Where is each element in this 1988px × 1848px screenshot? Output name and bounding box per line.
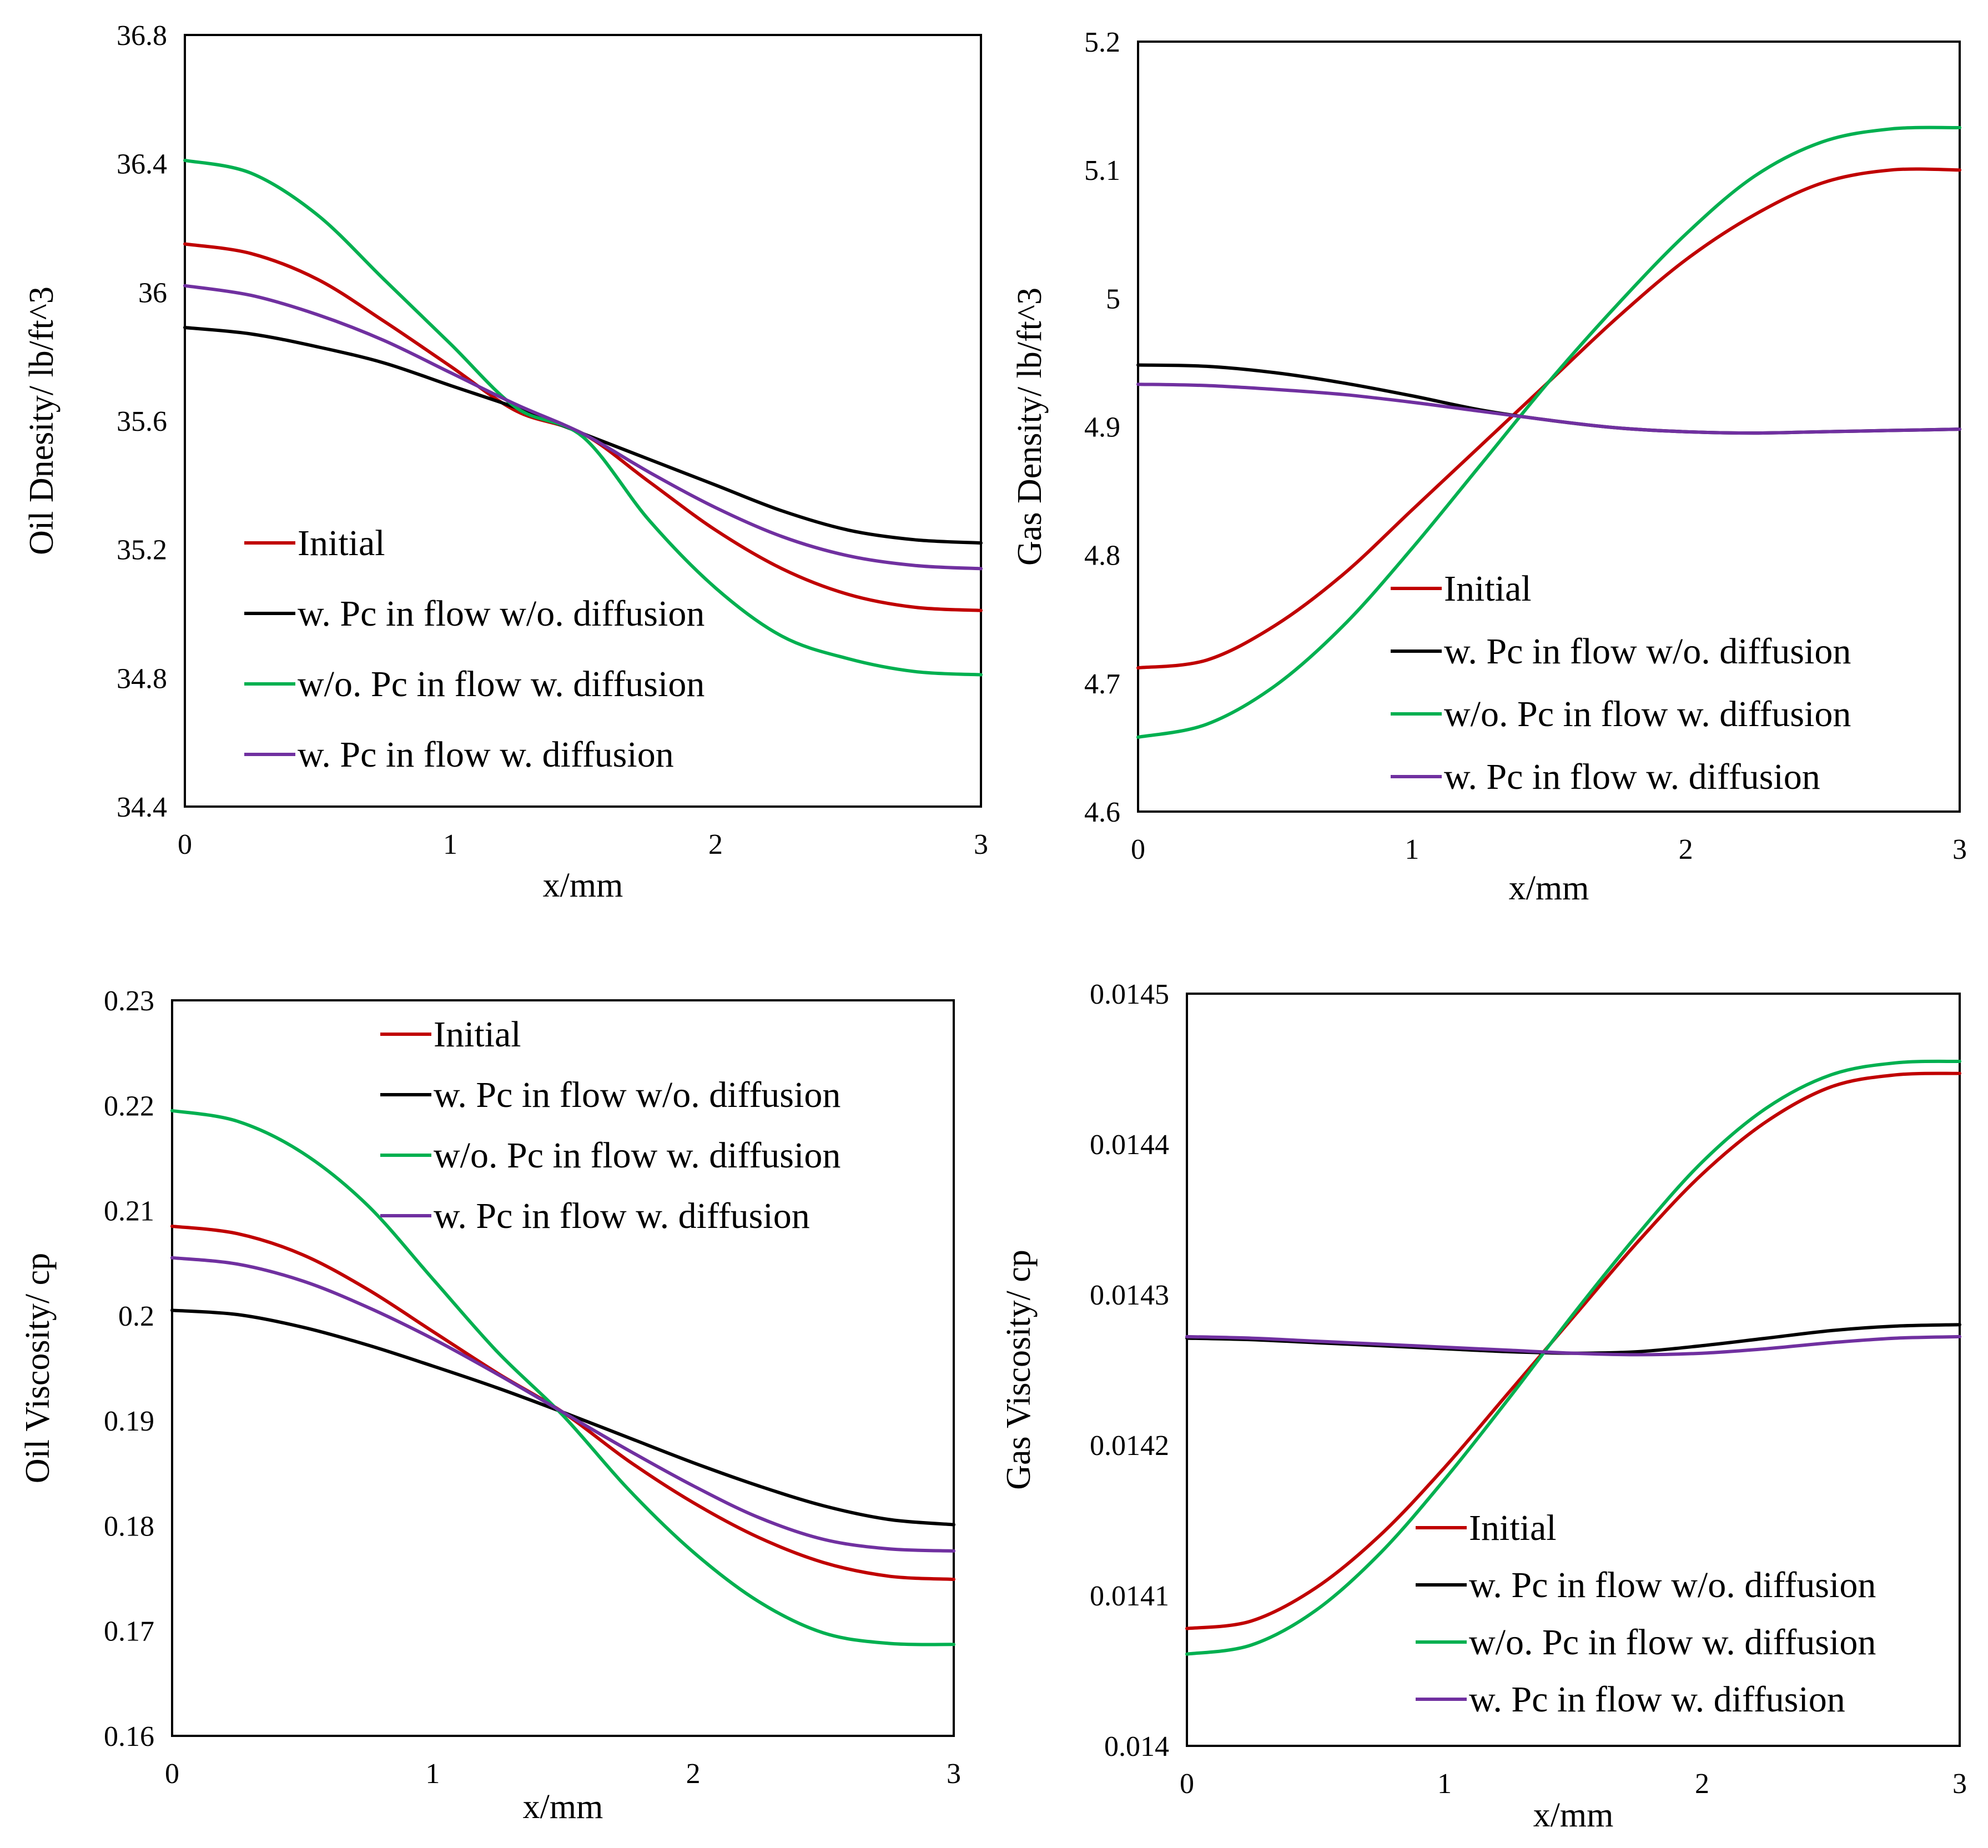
y-tick-label: 5.2	[1084, 27, 1120, 58]
y-tick-label: 0.0144	[1090, 1129, 1169, 1161]
x-tick-label: 3	[1952, 834, 1967, 865]
legend-entry: w. Pc in flow w/o. diffusion	[298, 593, 704, 634]
y-tick-label: 34.8	[117, 663, 167, 694]
legend-entry: w/o. Pc in flow w. diffusion	[434, 1135, 841, 1176]
chart-gas-density: 4.6 4.7 4.8 4.9 5 5.1 5.2 0 1 2 3 x/mm Gas Density/ …	[1011, 27, 1967, 907]
series-line-2	[1185, 1059, 1961, 1656]
y-tick-label: 0.18	[104, 1510, 154, 1542]
legend-entry: w. Pc in flow w. diffusion	[434, 1196, 810, 1236]
x-tick-label: 2	[1679, 834, 1693, 865]
x-axis-label: x/mm	[543, 867, 623, 904]
y-tick-label: 0.2	[118, 1301, 154, 1332]
series-line-0	[1185, 1071, 1961, 1630]
y-tick-label: 4.7	[1084, 668, 1120, 700]
x-tick-label: 1	[1405, 834, 1419, 865]
y-tick-label: 0.17	[104, 1616, 154, 1648]
x-tick-label: 3	[974, 829, 988, 860]
x-tick-label: 3	[1952, 1768, 1967, 1800]
x-tick-label: 2	[1695, 1768, 1709, 1800]
y-tick-label: 0.0145	[1090, 979, 1169, 1010]
legend-entry: w. Pc in flow w. diffusion	[1444, 757, 1820, 797]
y-tick-label: 5.1	[1084, 155, 1120, 187]
y-tick-label: 0.0142	[1090, 1430, 1169, 1462]
x-tick-label: 2	[708, 829, 723, 860]
y-tick-label: 35.2	[117, 535, 167, 566]
y-tick-label: 5	[1106, 283, 1120, 315]
y-tick-label: 36.4	[117, 149, 167, 180]
y-tick-label: 0.014	[1104, 1731, 1169, 1763]
y-tick-label: 0.21	[104, 1196, 154, 1227]
x-tick-label: 0	[178, 829, 192, 860]
legend-entry: w/o. Pc in flow w. diffusion	[298, 664, 704, 704]
y-tick-label: 0.19	[104, 1406, 154, 1437]
series-line-2	[183, 158, 983, 677]
y-tick-label: 34.4	[117, 792, 167, 823]
y-tick-label: 35.6	[117, 406, 167, 437]
legend-entry: Initial	[434, 1014, 521, 1055]
y-axis-label: Oil Dnesity/ lb/ft^3	[23, 286, 61, 555]
x-tick-label: 1	[1437, 1768, 1452, 1800]
x-tick-label: 0	[1180, 1768, 1194, 1800]
plot-area-frame	[184, 34, 982, 808]
y-tick-label: 0.22	[104, 1090, 154, 1122]
chart-oil-density: 34.4 34.8 35.2 35.6 36 36.4 36.8 0 1 2 3 x/mm Oil Dn…	[23, 20, 988, 904]
series-line-3	[170, 1256, 955, 1553]
x-tick-label: 1	[425, 1758, 440, 1790]
x-tick-label: 3	[947, 1758, 961, 1790]
y-axis-label: Gas Density/ lb/ft^3	[1011, 288, 1049, 566]
x-tick-label: 1	[443, 829, 457, 860]
chart-oil-viscosity: 0.16 0.17 0.18 0.19 0.2 0.21 0.22 0.23 0 1 2 3 x/mm O…	[19, 985, 961, 1826]
x-tick-label: 2	[686, 1758, 701, 1790]
legend-entry: Initial	[1469, 1508, 1557, 1548]
y-tick-label: 0.23	[104, 985, 154, 1017]
legend-entry: w. Pc in flow w/o. diffusion	[1444, 631, 1851, 672]
legend-entry: Initial	[1444, 568, 1532, 609]
legend-entry: w/o. Pc in flow w. diffusion	[1444, 694, 1851, 734]
x-tick-label: 0	[165, 1758, 179, 1790]
y-tick-label: 36.8	[117, 20, 167, 52]
plot-area-frame	[1137, 41, 1961, 813]
legend-entry: w. Pc in flow w/o. diffusion	[1469, 1565, 1876, 1605]
legend-entry: w/o. Pc in flow w. diffusion	[1469, 1622, 1876, 1663]
legend-entry: w. Pc in flow w. diffusion	[1469, 1679, 1845, 1720]
series-line-2	[170, 1109, 955, 1646]
legend-entry: w. Pc in flow w/o. diffusion	[434, 1075, 841, 1115]
y-axis-label: Oil Viscosity/ cp	[19, 1253, 57, 1483]
y-tick-label: 4.8	[1084, 540, 1120, 572]
x-axis-label: x/mm	[1509, 869, 1589, 907]
x-axis-label: x/mm	[523, 1788, 603, 1826]
y-tick-label: 0.16	[104, 1721, 154, 1753]
series-line-3	[1185, 1335, 1961, 1357]
y-axis-label: Gas Viscosity/ cp	[1000, 1250, 1038, 1490]
series-line-2	[1136, 125, 1961, 739]
y-tick-label: 4.6	[1084, 797, 1120, 828]
series-line-1	[1136, 363, 1961, 435]
y-tick-label: 0.0143	[1090, 1280, 1169, 1311]
plot-area-frame	[1186, 993, 1961, 1747]
y-tick-label: 0.0141	[1090, 1580, 1169, 1612]
series-line-0	[170, 1225, 955, 1581]
legend-entry: w. Pc in flow w. diffusion	[298, 734, 674, 775]
series-line-0	[1136, 167, 1961, 670]
y-tick-label: 36	[138, 277, 167, 309]
plot-area-frame	[171, 999, 955, 1737]
series-line-3	[183, 284, 983, 571]
y-tick-label: 4.9	[1084, 412, 1120, 444]
legend-entry: Initial	[298, 523, 385, 563]
x-tick-label: 0	[1131, 834, 1145, 865]
series-line-3	[1136, 382, 1961, 435]
x-axis-label: x/mm	[1533, 1796, 1614, 1834]
chart-gas-viscosity: 0.014 0.0141 0.0142 0.0143 0.0144 0.0145 0 1 2 3 x…	[1000, 979, 1967, 1834]
